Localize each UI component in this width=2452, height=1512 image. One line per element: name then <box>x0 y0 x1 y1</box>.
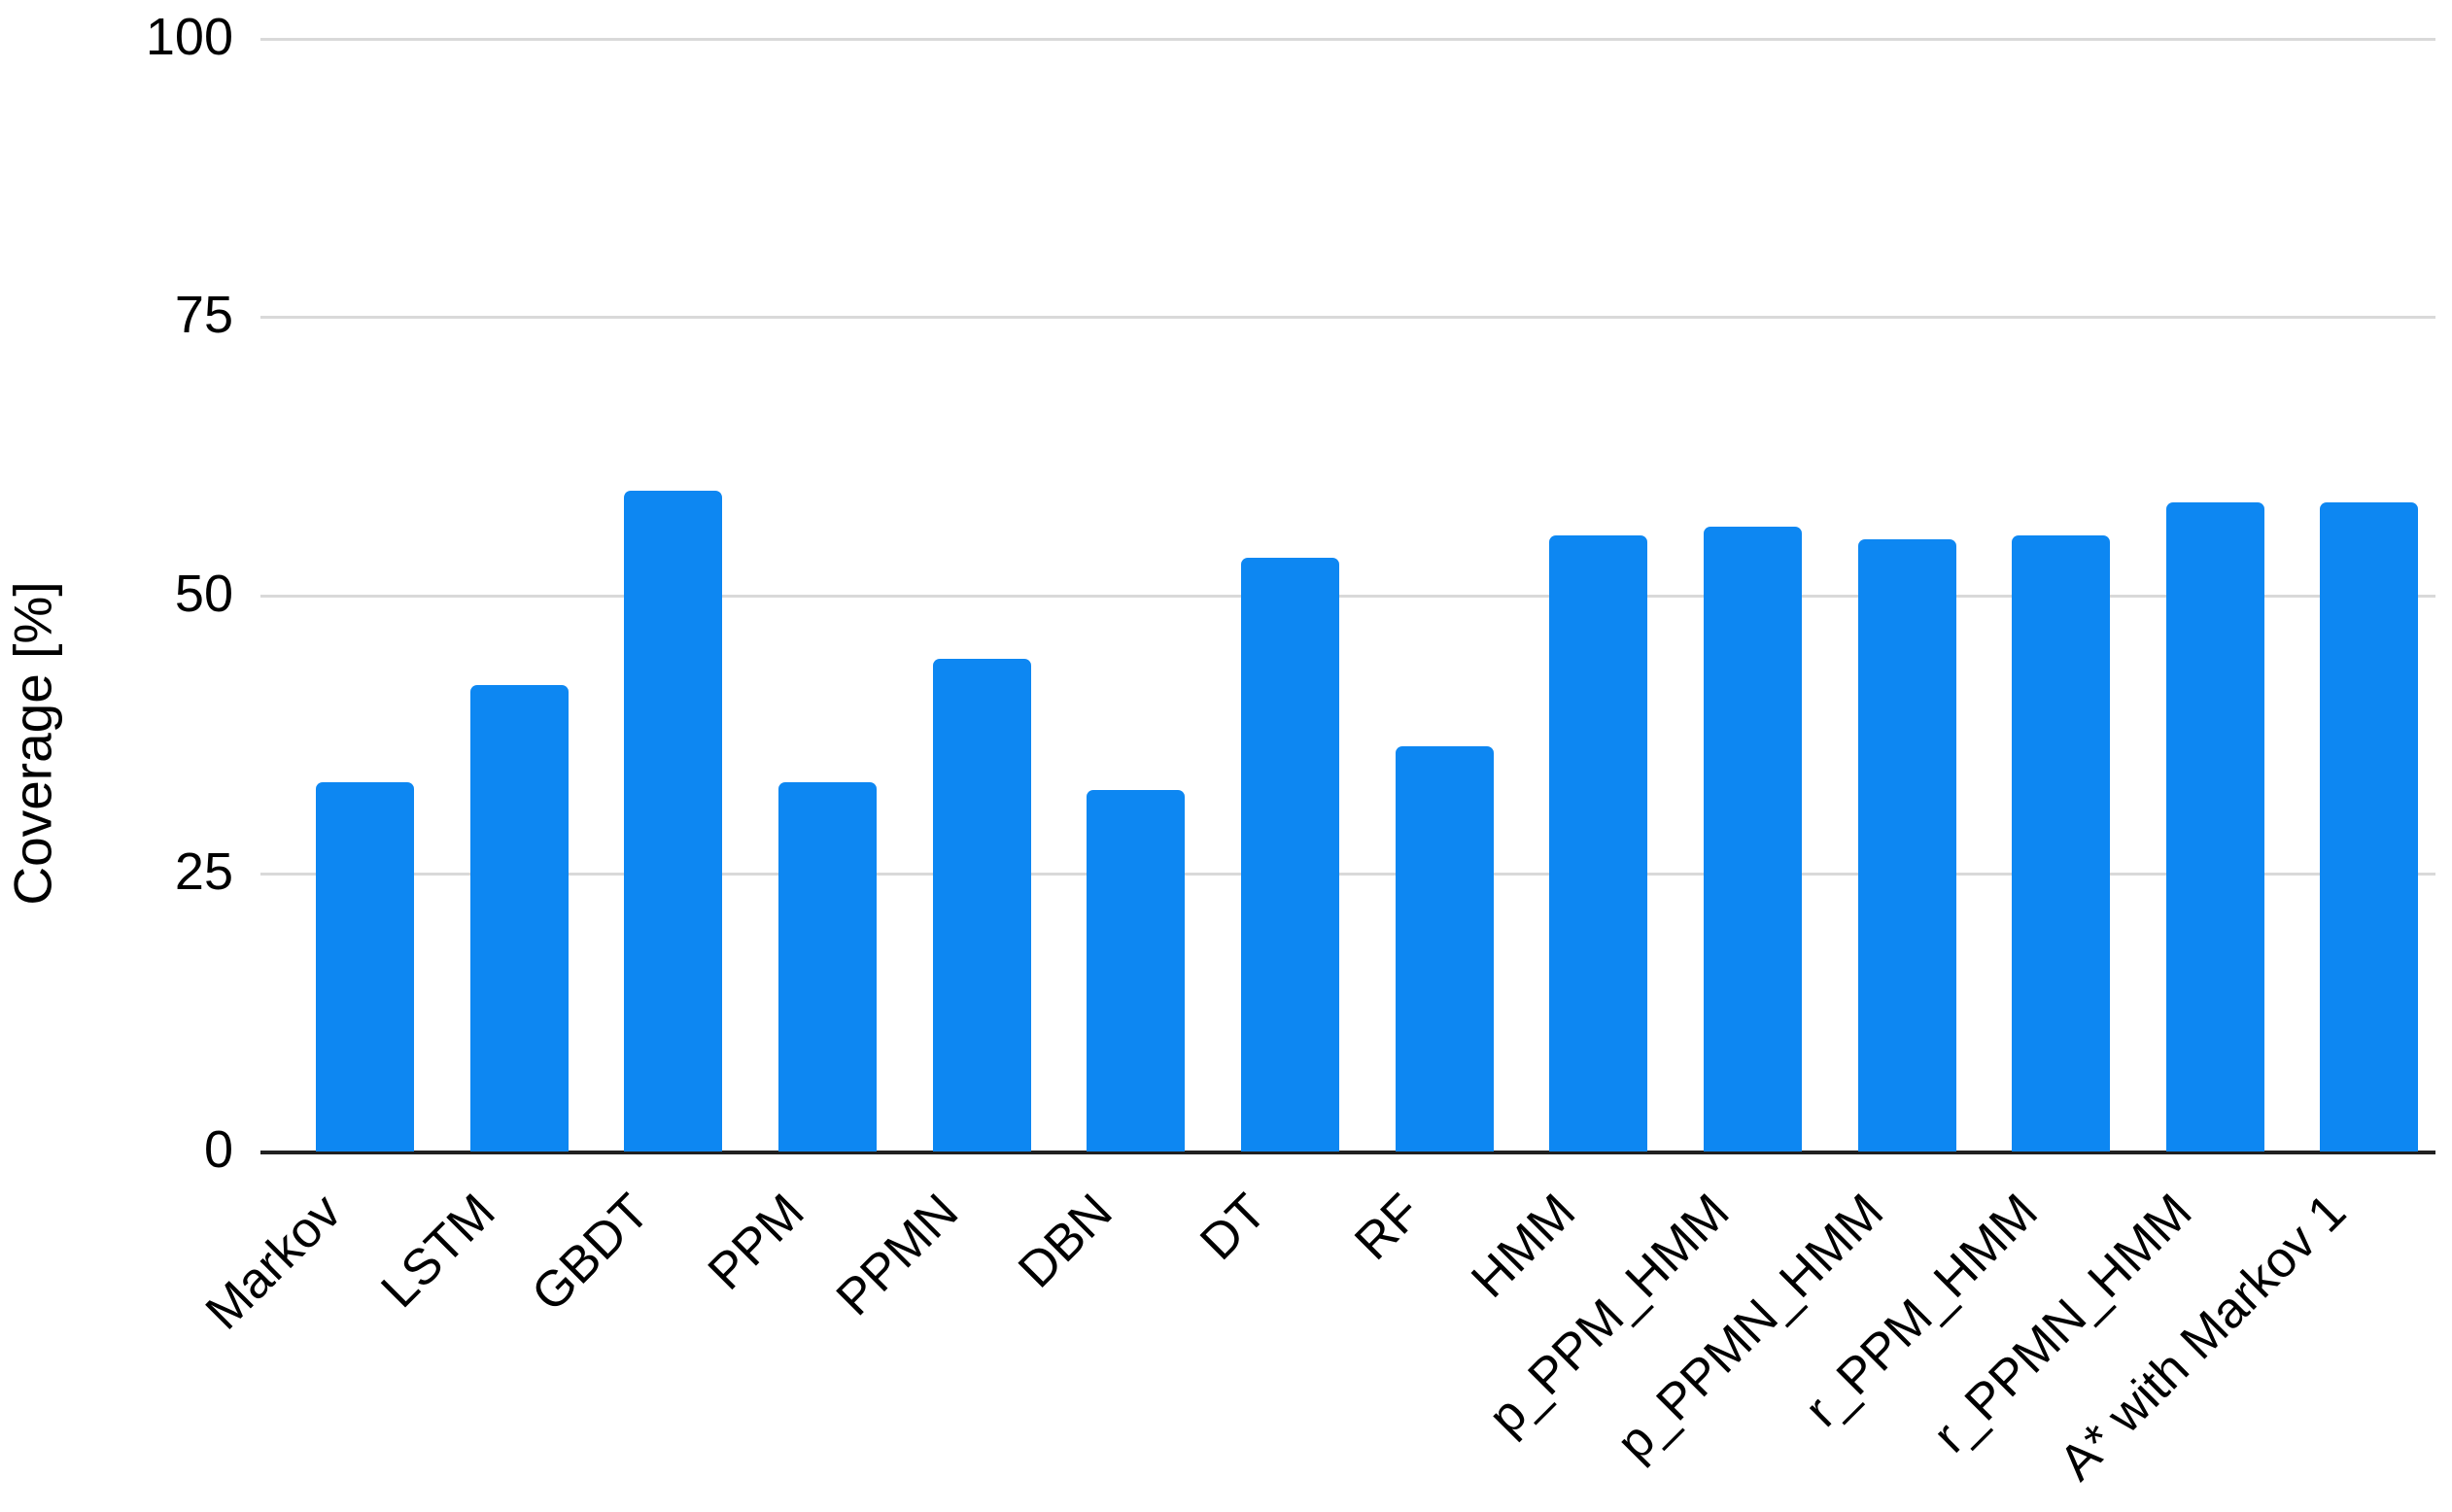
bar-PPM <box>777 781 877 1151</box>
gridline <box>260 872 2435 876</box>
bar-r_PPM_HMM <box>2012 534 2111 1151</box>
y-axis-title: Coverage [%] <box>2 581 63 906</box>
bar-LSTM <box>469 685 569 1151</box>
x-tick-label: DT <box>1190 1183 1278 1271</box>
bar-p_PPM_HMM <box>1703 526 1802 1151</box>
x-tick-label: PPM <box>697 1183 815 1301</box>
y-tick-label: 100 <box>145 7 233 66</box>
x-tick-label: HMM <box>1460 1183 1586 1309</box>
bar-HMM <box>1549 534 1648 1151</box>
x-tick-label: p_PPMN_HMM <box>1606 1183 1894 1472</box>
bar-p_PPMN_HMM <box>1857 539 1956 1151</box>
x-tick-label: RF <box>1343 1183 1432 1271</box>
bar-PPMN <box>932 658 1031 1151</box>
y-tick-label: 0 <box>203 1119 233 1179</box>
x-tick-label: Markov <box>194 1183 353 1341</box>
bar-DBN <box>1087 789 1186 1151</box>
gridline <box>260 594 2435 598</box>
bar-GBDT <box>624 490 723 1151</box>
bar-DT <box>1240 557 1339 1151</box>
y-tick-label: 75 <box>174 286 233 345</box>
bar-Markov <box>316 781 414 1151</box>
x-tick-label: DBN <box>1007 1183 1123 1299</box>
x-axis-line <box>260 1151 2435 1154</box>
x-tick-label: PPMN <box>825 1183 970 1327</box>
bar-r_PPMN_HMM <box>2165 502 2264 1151</box>
x-tick-label: GBDT <box>521 1183 661 1323</box>
x-tick-label: A* with Markov 1 <box>2048 1183 2357 1492</box>
x-tick-label: LSTM <box>370 1183 507 1319</box>
gridline <box>260 316 2435 320</box>
bar-RF <box>1395 746 1494 1151</box>
bar-A* with Markov 1 <box>2320 502 2419 1151</box>
y-tick-label: 25 <box>174 842 233 901</box>
gridline <box>260 38 2435 41</box>
y-tick-label: 50 <box>174 564 233 623</box>
